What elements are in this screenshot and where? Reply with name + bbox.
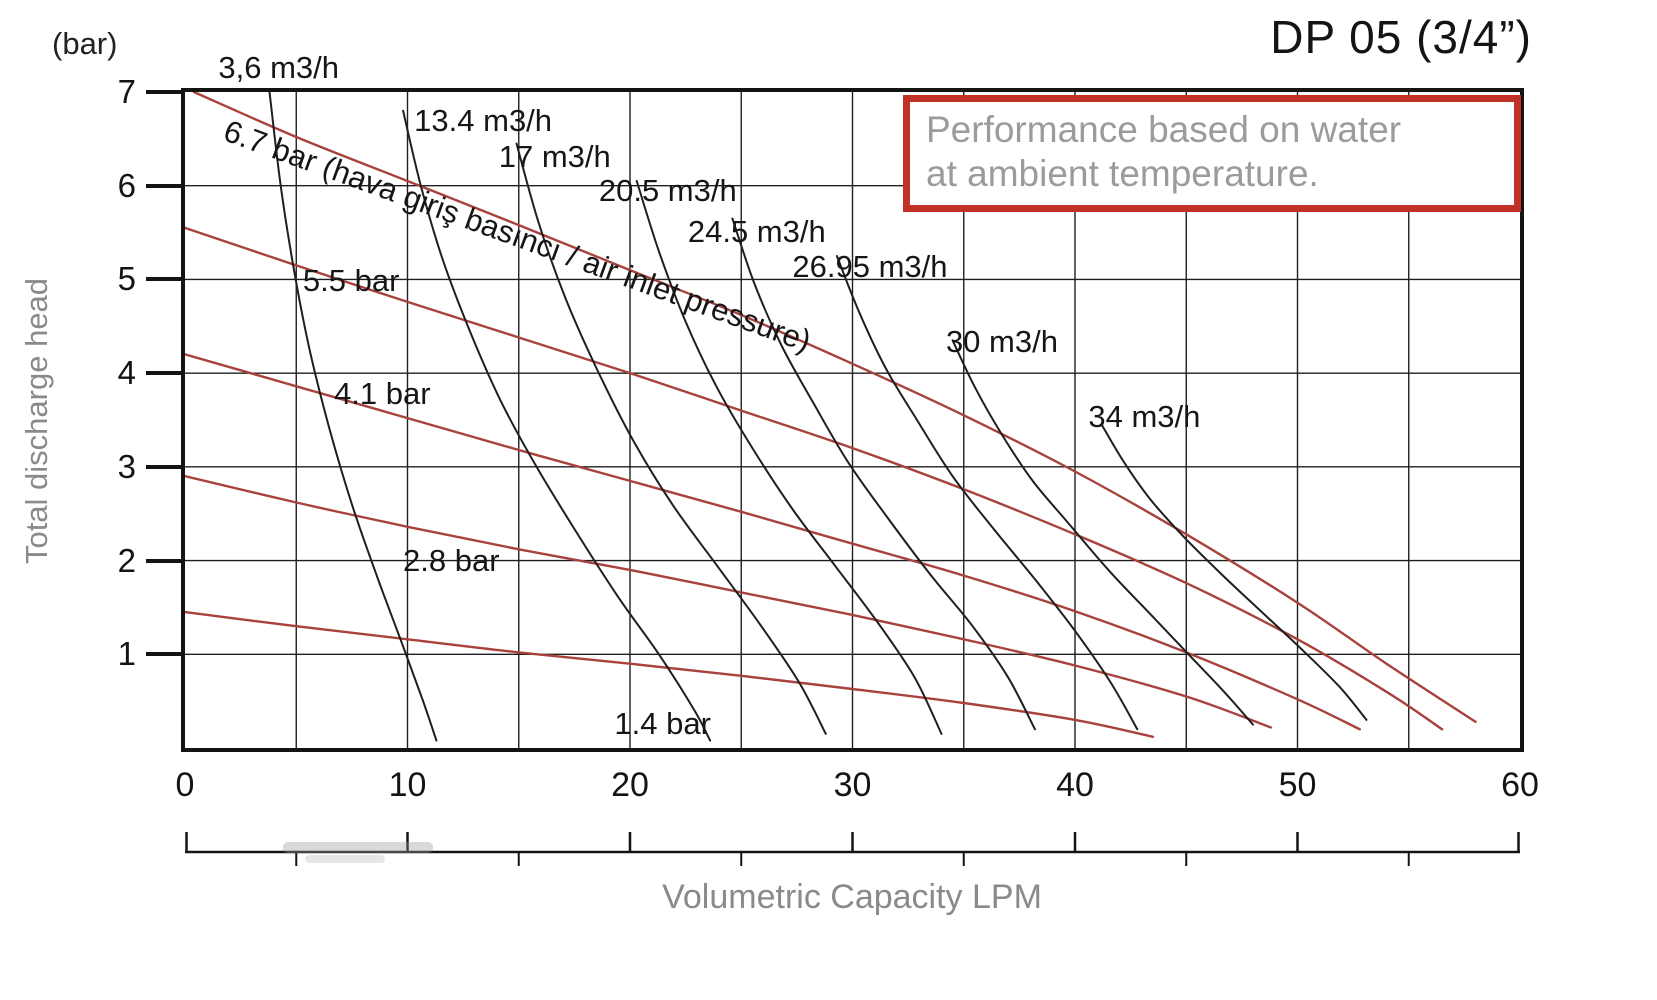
curve-17-m3-h: [515, 142, 827, 735]
y-tick-label: 1: [117, 635, 136, 673]
curve-6.7-bar-hava-giri-bas-nc-air-inlet-pressure-: [192, 92, 1477, 723]
x-tick-label: 0: [175, 766, 195, 804]
x-axis-title: Volumetric Capacity LPM: [662, 878, 1042, 916]
x-tick-label: 40: [1056, 766, 1094, 804]
y-tick-label: 4: [117, 354, 136, 392]
curve-2.8-bar: [185, 475, 1272, 729]
y-tick-mark: [146, 90, 182, 94]
y-tick-mark: [146, 371, 182, 376]
y-tick-mark: [146, 464, 182, 469]
curve-1.4-bar: [185, 610, 1155, 738]
y-axis-unit-label: (bar): [52, 26, 118, 61]
x-tick-label: 10: [388, 766, 427, 804]
x-tick-label: 50: [1278, 766, 1317, 804]
scan-smudge: [283, 842, 433, 853]
y-tick-label: 2: [117, 541, 136, 579]
y-tick-mark: [146, 183, 182, 188]
y-tick-label: 3: [117, 447, 136, 485]
chart-title: DP 05 (3/4”): [1270, 11, 1532, 63]
performance-note-line-2: at ambient temperature.: [926, 152, 1319, 194]
curve-26.95-m3-h: [835, 255, 1139, 731]
y-tick-mark: [146, 652, 182, 657]
curve-3-6-m3-h: [268, 92, 438, 742]
x-tick-label: 30: [833, 766, 872, 804]
performance-note-box: Performance based on water at ambient te…: [903, 95, 1521, 213]
scan-smudge: [305, 855, 385, 863]
curve-24.5-m3-h: [731, 217, 1036, 731]
y-tick-mark: [146, 277, 182, 282]
y-tick-label: 5: [117, 260, 136, 298]
y-tick-label: 7: [117, 73, 136, 110]
x-axis-ruler: [185, 832, 1520, 866]
curve-5.5-bar: [185, 226, 1444, 731]
x-tick-label: 60: [1501, 766, 1539, 804]
y-tick-mark: [146, 558, 182, 563]
curve-4.1-bar: [185, 353, 1361, 731]
curve-30-m3-h: [951, 339, 1254, 726]
curve-13.4-m3-h: [402, 109, 712, 742]
curve-34-m3-h: [1100, 423, 1368, 721]
y-tick-label: 6: [117, 166, 136, 204]
x-tick-label: 20: [611, 766, 649, 804]
y-axis-title: Total discharge head: [19, 277, 54, 565]
curve-label: 3,6 m3/h: [218, 49, 339, 85]
performance-note-line-1: Performance based on water: [926, 109, 1402, 150]
curve-20.5-m3-h: [635, 180, 943, 735]
